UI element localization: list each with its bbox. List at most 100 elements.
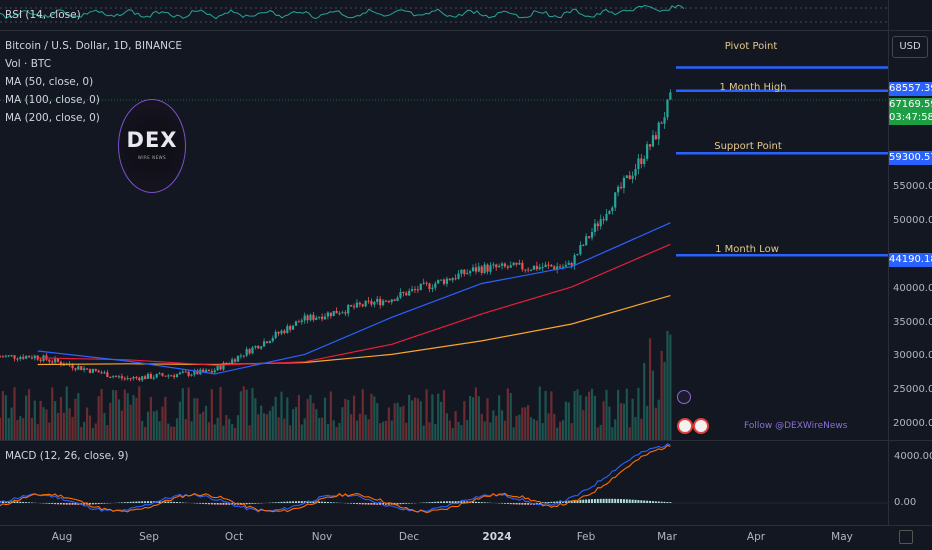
currency-button[interactable]: USD: [892, 36, 928, 58]
countdown-tag: 03:47:58: [889, 111, 932, 125]
candle-body: [257, 345, 260, 349]
us-flag-icon[interactable]: [677, 418, 693, 434]
ma100-legend[interactable]: MA (100, close, 0): [5, 94, 100, 106]
pane-separator[interactable]: [0, 440, 932, 441]
macd-histogram-bar: [149, 501, 152, 503]
macd-histogram-bar: [608, 498, 611, 503]
volume-bar: [544, 390, 547, 440]
volume-bar: [19, 416, 22, 440]
macd-histogram-bar: [547, 501, 550, 503]
settings-icon[interactable]: [899, 530, 913, 544]
macd-histogram-bar: [666, 502, 669, 503]
volume-bar: [114, 390, 118, 440]
volume-bar: [25, 395, 28, 440]
volume-bar: [315, 409, 318, 440]
price-pane[interactable]: Bitcoin / U.S. Dollar, 1D, BINANCE Vol ·…: [0, 31, 888, 440]
price-scale[interactable]: [888, 31, 932, 440]
candle-body: [286, 326, 289, 334]
volume-bar: [36, 424, 39, 440]
candle-body: [350, 304, 353, 307]
candle-body: [643, 158, 646, 165]
ma50-line: [37, 222, 671, 375]
candle-body: [344, 312, 347, 314]
volume-bar: [399, 406, 402, 440]
volume-bar: [33, 400, 36, 440]
volume-bar: [358, 413, 361, 440]
macd-histogram-bar: [239, 503, 242, 505]
volume-bar: [312, 403, 315, 440]
volume-bar: [579, 394, 582, 440]
volume-bar: [239, 391, 242, 440]
rsi-pane[interactable]: RSI (14, close): [0, 0, 888, 30]
macd-histogram-bar: [74, 503, 77, 505]
macd-histogram-bar: [434, 501, 437, 503]
candle-body: [364, 300, 367, 307]
macd-legend: MACD (12, 26, close, 9): [5, 447, 128, 465]
volume-bar: [352, 395, 356, 440]
candle-body: [373, 301, 376, 305]
volume-bar: [460, 425, 463, 440]
macd-histogram-bar: [596, 498, 599, 503]
volume-bar: [666, 330, 669, 440]
candle-body: [4, 355, 7, 357]
rsi-plot: [0, 4, 888, 23]
volume-bar: [454, 411, 457, 440]
macd-legend-label[interactable]: MACD (12, 26, close, 9): [5, 450, 129, 462]
candle-body: [83, 368, 86, 371]
macd-histogram-bar: [332, 502, 335, 503]
volume-bar: [648, 338, 652, 440]
event-flag-icon[interactable]: [677, 390, 691, 404]
volume-bar: [428, 422, 431, 440]
ma200-legend[interactable]: MA (200, close, 0): [5, 112, 100, 124]
candle-body: [94, 368, 97, 371]
symbol-title[interactable]: Bitcoin / U.S. Dollar, 1D, BINANCE: [5, 40, 182, 52]
volume-bar: [402, 405, 405, 440]
volume-bar: [149, 396, 153, 440]
candle-body: [614, 192, 617, 208]
volume-bar: [106, 425, 109, 440]
candle-body: [274, 331, 277, 339]
macd-histogram-bar: [599, 498, 602, 503]
candle-body: [71, 365, 74, 369]
macd-histogram-bar: [170, 501, 173, 503]
macd-histogram-bar: [649, 500, 652, 503]
candle-body: [280, 330, 283, 334]
macd-histogram-bar: [651, 501, 654, 503]
volume-bar: [68, 408, 71, 440]
volume-legend[interactable]: Vol · BTC: [5, 58, 52, 70]
macd-histogram-bar: [506, 503, 509, 504]
macd-scale[interactable]: [888, 441, 932, 525]
candle-body: [515, 262, 518, 265]
candle-body: [167, 375, 170, 377]
volume-bar: [376, 403, 379, 440]
candle-body: [54, 358, 57, 363]
volume-bar: [355, 420, 359, 440]
volume-bar: [364, 414, 367, 440]
candle-body: [428, 283, 431, 289]
volume-bar: [498, 395, 501, 440]
volume-bar: [143, 427, 147, 440]
volume-bar: [373, 396, 376, 440]
candle-body: [22, 356, 25, 359]
volume-bar: [396, 402, 399, 440]
volume-bar: [184, 419, 187, 440]
candle-body: [393, 299, 396, 301]
us-flag-icon[interactable]: [693, 418, 709, 434]
macd-histogram-bar: [54, 503, 57, 505]
candle-body: [587, 236, 591, 238]
volume-bar: [190, 421, 193, 440]
ma50-legend[interactable]: MA (50, close, 0): [5, 76, 94, 88]
macd-histogram-bar: [593, 499, 596, 503]
volume-bar: [10, 407, 13, 440]
rsi-price-scale[interactable]: [888, 0, 932, 30]
volume-bar: [91, 427, 94, 440]
pane-separator[interactable]: [0, 30, 932, 31]
volume-bar: [361, 389, 364, 440]
candle-body: [245, 349, 248, 356]
volume-bar: [231, 424, 234, 440]
macd-histogram-bar: [312, 501, 315, 503]
macd-histogram-bar: [126, 502, 129, 503]
volume-bar: [515, 415, 518, 440]
candle-body: [164, 375, 167, 377]
macd-pane[interactable]: MACD (12, 26, close, 9): [0, 441, 888, 525]
